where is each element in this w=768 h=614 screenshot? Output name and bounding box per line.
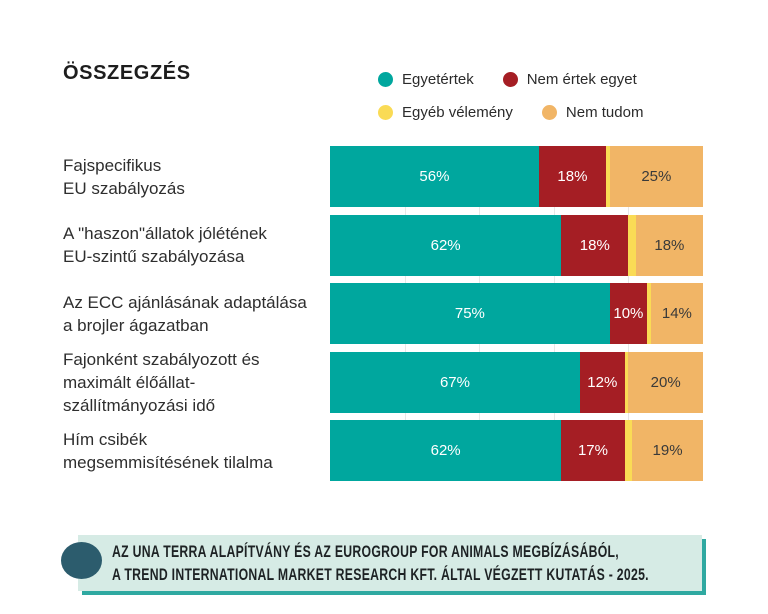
chart-row: Az ECC ajánlásának adaptálása a brojler … <box>63 283 703 344</box>
bar-segment: 12% <box>579 351 625 413</box>
source-note-line-1: AZ UNA TERRA ALAPÍTVÁNY ÉS AZ EUROGROUP … <box>112 542 619 561</box>
category-label: A "haszon"állatok jólétének EU-szintű sz… <box>63 224 267 266</box>
bar-segment: 75% <box>330 283 610 344</box>
legend-label: Nem értek egyet <box>526 71 637 88</box>
stacked-bar: 62% 17% 19% <box>330 420 703 481</box>
bar-value-label: 62% <box>430 442 461 459</box>
legend-item: Egyéb vélemény <box>378 104 513 121</box>
bar-segment: 56% <box>330 146 539 207</box>
page-title: ÖSSZEGZÉS <box>63 62 191 84</box>
stacked-bar: 56% 18% 25% <box>330 146 703 207</box>
category-label: Fajspecifikus EU szabályozás <box>63 155 185 198</box>
bar-segment <box>624 351 629 413</box>
legend-dot-icon <box>378 105 393 120</box>
chart-row: Fajonként szabályozott és maximált élőál… <box>63 349 703 415</box>
bar-segment <box>624 420 633 481</box>
bar-segment: 20% <box>628 351 703 413</box>
bullet-circle-icon <box>61 542 102 579</box>
bar-value-label: 75% <box>454 305 485 322</box>
legend-label: Nem tudom <box>565 104 644 121</box>
legend-dot-icon <box>378 72 393 87</box>
bar-value-label: 19% <box>652 442 683 459</box>
stacked-bar: 62% 18% 18% <box>330 214 703 276</box>
category-label: Az ECC ajánlásának adaptálása a brojler … <box>63 292 307 335</box>
bar-segment: 25% <box>609 146 703 207</box>
legend-item: Egyetértek <box>378 71 474 88</box>
stacked-bar: 75% 10% 14% <box>330 283 703 344</box>
bar-value-label: 12% <box>587 373 618 391</box>
bar-value-label: 20% <box>650 373 681 391</box>
bar-value-label: 17% <box>577 442 608 459</box>
chart-row: Fajspecifikus EU szabályozás 56% 18% 25% <box>63 146 703 207</box>
category-label: Hím csibék megsemmisítésének tilalma <box>63 429 273 472</box>
bar-segment: 10% <box>609 283 648 344</box>
source-note: AZ UNA TERRA ALAPÍTVÁNY ÉS AZ EUROGROUP … <box>78 535 702 591</box>
bar-value-label: 10% <box>613 305 644 322</box>
bar-segment: 14% <box>650 283 703 344</box>
source-note-line-2: A TREND INTERNATIONAL MARKET RESEARCH KF… <box>112 565 649 584</box>
bar-value-label: 18% <box>579 236 610 254</box>
bar-segment: 18% <box>538 146 606 207</box>
bar-value-label: 18% <box>654 236 685 254</box>
bar-value-label: 18% <box>557 168 588 185</box>
bar-value-label: 25% <box>641 168 672 185</box>
bar-segment: 18% <box>561 214 629 276</box>
legend-item: Nem tudom <box>541 104 644 121</box>
stacked-bar-chart: Fajspecifikus EU szabályozás 56% 18% 25% A "… <box>63 146 703 481</box>
bar-value-label: 67% <box>439 373 470 391</box>
chart-row: A "haszon"állatok jólétének EU-szintű sz… <box>63 214 703 276</box>
bar-segment: 17% <box>561 420 625 481</box>
bar-segment: 19% <box>632 420 703 481</box>
category-label: Fajonként szabályozott és maximált élőál… <box>63 349 260 415</box>
legend-label: Egyetértek <box>402 71 474 88</box>
bar-segment: 62% <box>330 214 562 276</box>
legend-dot-icon <box>541 105 557 120</box>
chart-row: Hím csibék megsemmisítésének tilalma 62% 1… <box>63 420 703 481</box>
legend-row: Egyéb vélemény Nem tudom <box>378 104 643 121</box>
legend-item: Nem értek egyet <box>502 71 637 88</box>
legend-row: Egyetértek Nem értek egyet <box>378 71 643 88</box>
bar-segment: 18% <box>635 214 703 276</box>
bar-segment: 62% <box>330 420 562 481</box>
bar-value-label: 14% <box>661 305 692 322</box>
legend-label: Egyéb vélemény <box>402 104 513 121</box>
legend: Egyetértek Nem értek egyet Egyéb vélemény N… <box>378 71 643 121</box>
bar-segment: 67% <box>330 351 580 413</box>
chart-rows: Fajspecifikus EU szabályozás 56% 18% 25% A "… <box>63 146 703 481</box>
bar-value-label: 56% <box>419 168 450 185</box>
stacked-bar: 67% 12% 20% <box>330 351 703 413</box>
bar-segment <box>628 214 636 276</box>
bar-value-label: 62% <box>430 236 461 254</box>
bar-segment <box>606 146 610 207</box>
bar-segment <box>647 283 651 344</box>
legend-dot-icon <box>502 72 518 87</box>
